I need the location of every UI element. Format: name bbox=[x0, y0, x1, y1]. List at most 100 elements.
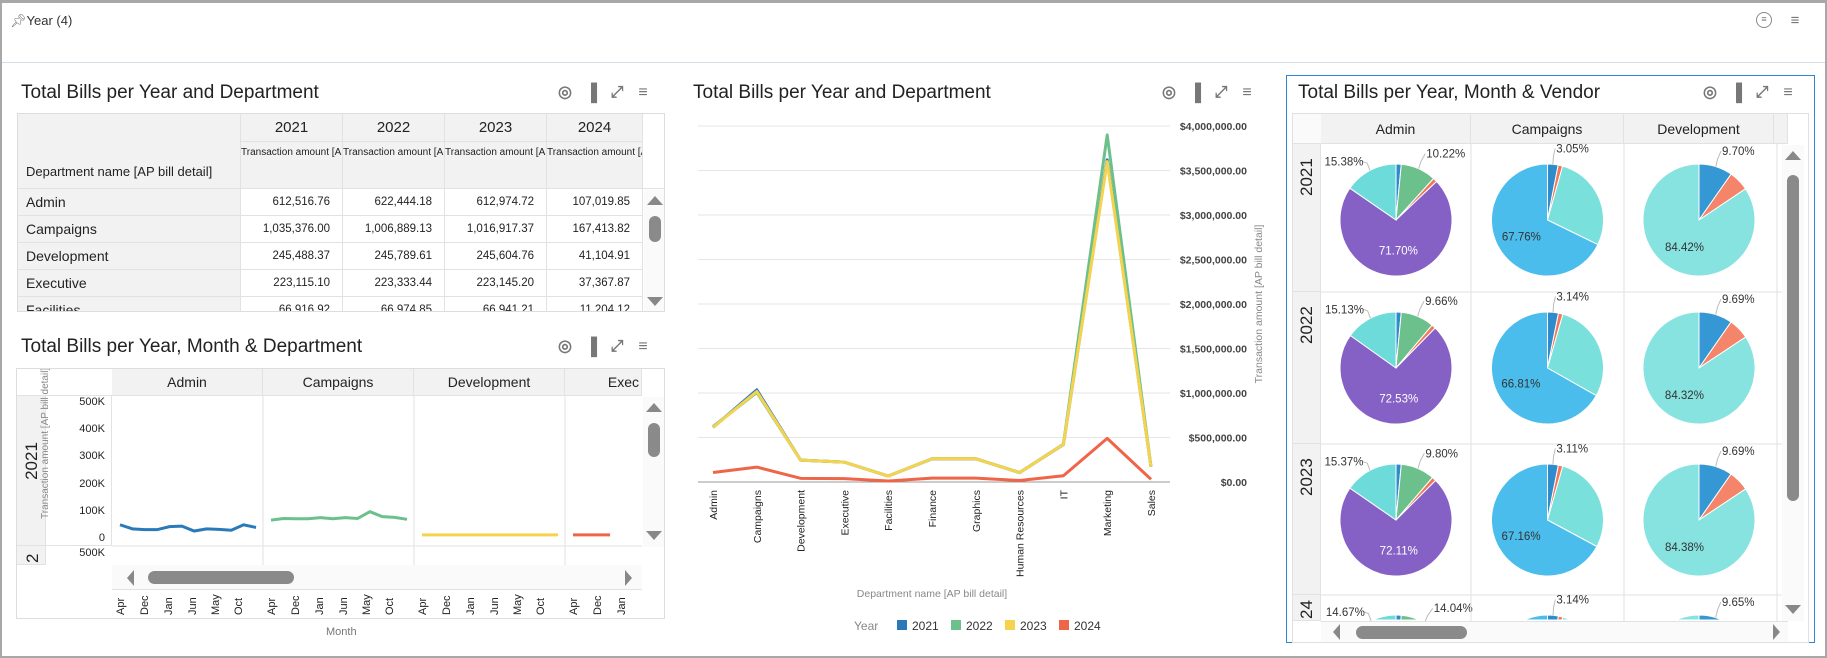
year-column-header[interactable]: 2022 bbox=[343, 114, 445, 142]
pivot-vertical-scrollbar[interactable] bbox=[644, 190, 664, 311]
pie-data-label: 72.53% bbox=[1379, 394, 1418, 406]
monthly-chart-title: Total Bills per Year, Month & Department bbox=[21, 336, 363, 357]
pie-data-label: 9.70% bbox=[1722, 146, 1755, 158]
menu-icon[interactable]: ≡ bbox=[638, 84, 648, 101]
year-column-header[interactable]: 2021 bbox=[241, 114, 343, 142]
bar-chart-icon[interactable]: ▐ bbox=[584, 337, 598, 356]
legend-label-2022: 2022 bbox=[966, 619, 993, 633]
monthly-vertical-scrollbar[interactable] bbox=[643, 397, 664, 547]
month-tick-label: Oct bbox=[384, 597, 396, 615]
row-header-campaigns: Campaigns bbox=[18, 216, 241, 243]
series-line-2024 bbox=[712, 436, 1153, 483]
scroll-thumb[interactable] bbox=[1787, 175, 1799, 501]
x-tick-label: IT bbox=[1058, 489, 1070, 499]
pin-icon: 📌︎ bbox=[10, 13, 27, 28]
year-facet-label: 2023 bbox=[1297, 458, 1316, 496]
scroll-left-arrow-icon[interactable] bbox=[1333, 624, 1340, 640]
pie-slice bbox=[1546, 165, 1604, 246]
y-tick-label: 300K bbox=[79, 450, 105, 463]
y-tick-label: 500K bbox=[79, 396, 105, 408]
scroll-down-arrow-icon[interactable] bbox=[1785, 605, 1801, 614]
pie-data-label: 9.69% bbox=[1722, 294, 1755, 306]
scroll-up-arrow-icon[interactable] bbox=[1785, 151, 1801, 160]
target-icon[interactable]: ◎ bbox=[1162, 84, 1176, 101]
menu-icon[interactable]: ≡ bbox=[1242, 84, 1252, 101]
filter-bar-divider bbox=[2, 62, 1825, 63]
legend-swatch-2022 bbox=[951, 620, 961, 630]
bar-chart-icon[interactable]: ▐ bbox=[584, 83, 598, 102]
pie-data-label: 15.37% bbox=[1324, 457, 1363, 469]
bar-chart-icon[interactable]: ▐ bbox=[1188, 83, 1202, 102]
expand-icon[interactable]: ⤢ bbox=[610, 338, 624, 355]
month-tick-label: Oct bbox=[535, 597, 547, 615]
value-cell: 622,444.18 bbox=[343, 189, 445, 216]
year-column-header[interactable]: 2024 bbox=[547, 114, 643, 142]
y-axis-title: Transaction amount [AP bill detail] bbox=[40, 368, 51, 519]
value-cell: 245,488.37 bbox=[241, 243, 343, 270]
y-axis-title: Transaction amount [AP bill detail] bbox=[1253, 225, 1265, 384]
filter-settings-icon[interactable]: ≡ bbox=[1756, 12, 1772, 28]
expand-icon[interactable]: ⤢ bbox=[1214, 84, 1228, 101]
pie-slice bbox=[1642, 163, 1756, 277]
pie-data-label: 15.13% bbox=[1325, 304, 1364, 316]
x-tick-label: Executive bbox=[839, 490, 851, 536]
scroll-up-arrow-icon[interactable] bbox=[647, 196, 663, 205]
scroll-down-arrow-icon[interactable] bbox=[647, 297, 663, 306]
menu-icon[interactable]: ≡ bbox=[1790, 12, 1800, 29]
value-cell: 245,789.61 bbox=[343, 243, 445, 270]
scroll-thumb[interactable] bbox=[1356, 626, 1467, 639]
month-axis-title: Month bbox=[326, 626, 357, 638]
row-header-facilities: Facilities bbox=[18, 297, 241, 311]
facet-header-overflow bbox=[1774, 114, 1788, 144]
row-header-development: Development bbox=[18, 243, 241, 270]
year-filter-chip[interactable]: 📌︎Year (4) bbox=[10, 13, 72, 29]
target-icon[interactable]: ◎ bbox=[558, 84, 572, 101]
pie-slice bbox=[1698, 614, 1723, 621]
month-tick-label: Apr bbox=[266, 597, 278, 615]
menu-icon[interactable]: ≡ bbox=[638, 338, 648, 355]
bar-chart-icon[interactable]: ▐ bbox=[1729, 83, 1743, 102]
year-facet-label: 2022 bbox=[1297, 306, 1316, 344]
target-icon[interactable]: ◎ bbox=[558, 338, 572, 355]
y-tick-label: $3,000,000.00 bbox=[1180, 210, 1247, 222]
year-facet-cell bbox=[17, 546, 46, 565]
scroll-thumb[interactable] bbox=[649, 216, 661, 242]
pie-slice bbox=[1339, 479, 1453, 577]
monthly-chart-grid: Admin Campaigns Development Exec 2021 Transac… bbox=[16, 368, 665, 619]
expand-icon[interactable]: ⤢ bbox=[1755, 84, 1769, 101]
year-filter-label: Year (4) bbox=[26, 13, 73, 28]
pie-slice bbox=[1491, 163, 1599, 277]
y-tick-label: $2,500,000.00 bbox=[1180, 255, 1247, 267]
x-tick-label: Facilities bbox=[883, 490, 895, 531]
scroll-up-arrow-icon[interactable] bbox=[646, 403, 662, 412]
scroll-thumb[interactable] bbox=[148, 571, 294, 584]
pie-slice bbox=[1349, 311, 1397, 369]
pie-slice bbox=[1698, 473, 1747, 521]
menu-icon[interactable]: ≡ bbox=[1783, 84, 1793, 101]
pie-leader-line bbox=[1715, 601, 1722, 618]
scroll-right-arrow-icon[interactable] bbox=[1773, 624, 1780, 640]
year-column-header[interactable]: 2023 bbox=[445, 114, 547, 142]
scroll-down-arrow-icon[interactable] bbox=[646, 531, 662, 540]
target-icon[interactable]: ◎ bbox=[1703, 84, 1717, 101]
series-line-campaigns bbox=[270, 510, 408, 522]
pie-data-label: 3.05% bbox=[1556, 144, 1589, 155]
y-tick-label: $1,000,000.00 bbox=[1180, 388, 1247, 400]
pie-slice bbox=[1698, 463, 1732, 522]
scroll-thumb[interactable] bbox=[648, 423, 660, 457]
facet-header-admin: Admin bbox=[1321, 114, 1471, 144]
legend-title: Year bbox=[854, 619, 878, 633]
pivot-title: Total Bills per Year and Department bbox=[21, 82, 319, 103]
pie-vertical-scrollbar[interactable] bbox=[1782, 145, 1804, 621]
scroll-right-arrow-icon[interactable] bbox=[625, 570, 632, 586]
y-tick-label: $4,000,000.00 bbox=[1180, 121, 1247, 133]
pie-panel-title: Total Bills per Year, Month & Vendor bbox=[1298, 82, 1601, 103]
pie-slice bbox=[1642, 311, 1756, 425]
scroll-left-arrow-icon[interactable] bbox=[127, 570, 134, 586]
pie-slice bbox=[1557, 615, 1564, 621]
value-cell: 167,413.82 bbox=[547, 216, 643, 243]
expand-icon[interactable]: ⤢ bbox=[610, 84, 624, 101]
pie-slice bbox=[1547, 614, 1560, 621]
pie-leader-line bbox=[1362, 308, 1371, 319]
pie-data-label: 3.14% bbox=[1556, 291, 1589, 303]
